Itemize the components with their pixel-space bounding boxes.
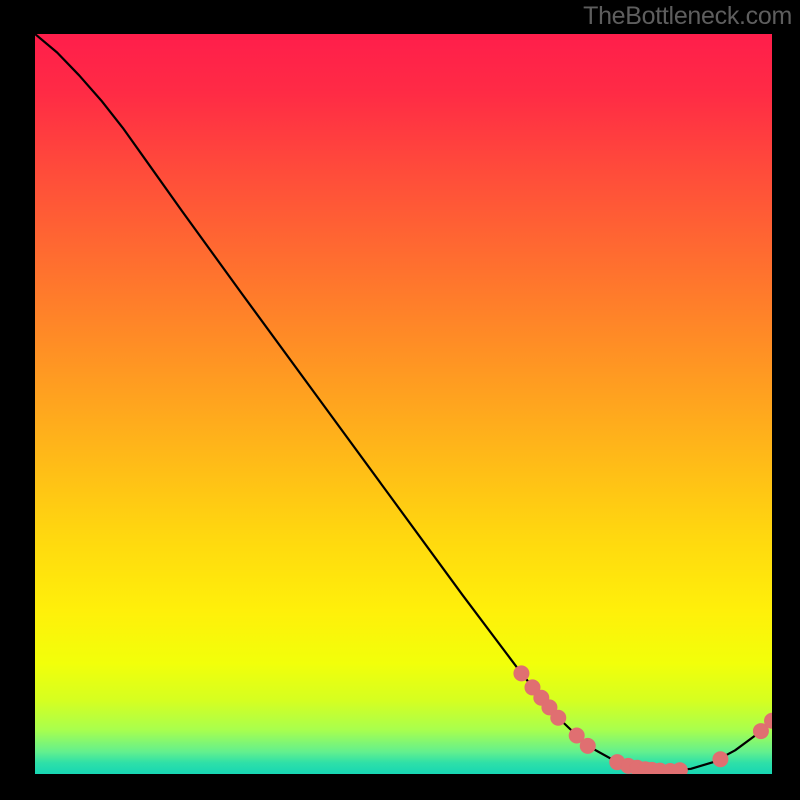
data-marker xyxy=(551,710,566,725)
chart-canvas: TheBottleneck.com xyxy=(0,0,800,800)
data-marker xyxy=(672,763,687,774)
chart-overlay xyxy=(35,34,772,774)
plot-area xyxy=(35,34,772,774)
data-marker xyxy=(514,666,529,681)
data-marker xyxy=(580,738,595,753)
watermark-label: TheBottleneck.com xyxy=(583,2,792,31)
marker-group xyxy=(514,666,772,774)
bottleneck-curve xyxy=(35,34,772,771)
data-marker xyxy=(713,752,728,767)
